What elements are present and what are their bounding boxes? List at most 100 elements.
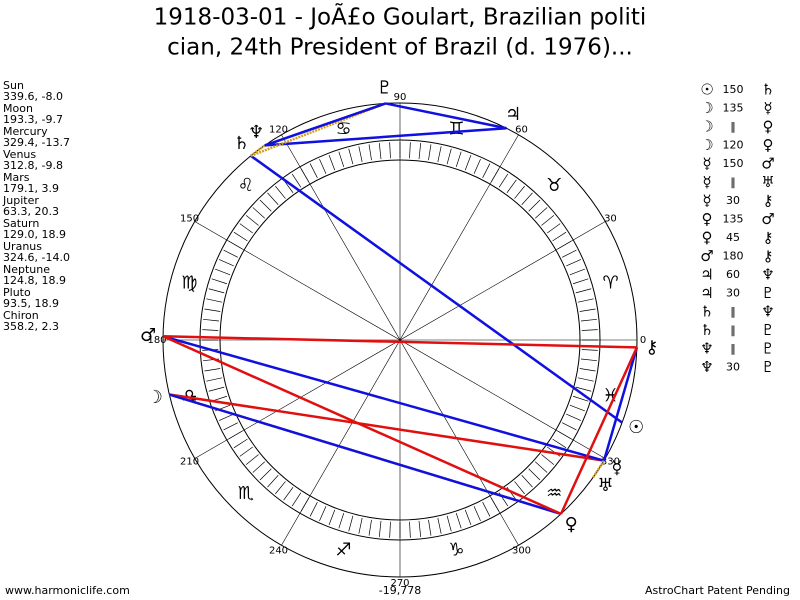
planet-glyph: ⚷: [645, 337, 658, 358]
hatch-tick: [528, 468, 541, 481]
degree-label: 300: [512, 545, 531, 556]
zodiac-sign: ♓: [603, 385, 619, 406]
planet-name: Neptune: [3, 263, 50, 276]
aspect-angle: 30: [726, 287, 740, 300]
aspect-line: [162, 335, 605, 462]
planet-glyph: ♄: [233, 133, 249, 154]
hatch-tick: [368, 519, 372, 536]
hatch-tick: [319, 158, 327, 174]
hatch-tick: [208, 288, 225, 294]
planet-coords: 63.3, 20.3: [3, 205, 59, 218]
degree-label: 150: [180, 214, 199, 225]
planet-coords: 124.8, 18.9: [3, 274, 66, 287]
aspect-to: ⚷: [763, 247, 774, 265]
hatch-tick: [514, 481, 525, 495]
planet-name: Mercury: [3, 125, 48, 138]
footer-number: -19,778: [379, 584, 421, 597]
hatch-tick: [233, 231, 248, 242]
aspect-angle: ‖: [730, 342, 736, 355]
hatch-tick: [378, 143, 382, 160]
aspect-from: ☉: [700, 81, 713, 99]
planet-glyph: ♇: [377, 77, 393, 98]
degree-label: 210: [180, 457, 199, 468]
degree-label: 240: [269, 545, 288, 556]
aspect-from: ☿: [702, 173, 711, 191]
hatch-tick: [239, 223, 253, 234]
hatch-tick: [267, 192, 279, 205]
hatch-tick: [328, 509, 336, 525]
hatch-tick: [575, 288, 592, 294]
hatch-tick: [215, 268, 231, 276]
planet-coords: 324.6, -14.0: [3, 251, 70, 264]
hatch-tick: [206, 298, 223, 303]
hatch-tick: [338, 512, 345, 529]
planet-coords: 193.3, -9.7: [3, 113, 63, 126]
planet-name: Sun: [3, 79, 24, 92]
aspect-angle: 180: [723, 250, 744, 263]
hatch-tick: [233, 438, 248, 449]
aspect-angle: ‖: [730, 324, 736, 337]
aspect-to: ♆: [761, 266, 774, 284]
aspect-line: [592, 459, 606, 478]
aspect-angle: ‖: [730, 305, 736, 318]
hatch-tick: [309, 502, 318, 517]
hatch-tick: [218, 413, 234, 421]
hatch-tick: [428, 519, 432, 536]
aspect-from: ☽: [700, 99, 713, 117]
planet-coords: 339.6, -8.0: [3, 90, 63, 103]
planet-glyph: ♂: [140, 325, 156, 346]
hatch-tick: [418, 143, 422, 160]
hatch-tick: [547, 223, 561, 234]
aspect-line: [162, 335, 562, 516]
hatch-tick: [239, 446, 253, 457]
zodiac-sign: ♏: [238, 483, 254, 504]
hatch-tick: [409, 521, 411, 538]
aspect-angle: 135: [723, 213, 744, 226]
degree-label: 60: [515, 125, 528, 136]
aspect-from: ♃: [700, 266, 713, 284]
aspect-from: ♀: [702, 210, 713, 228]
aspect-to: ⚷: [763, 192, 774, 210]
aspect-line: [385, 102, 507, 130]
aspect-from: ♄: [700, 321, 713, 339]
degree-label: 330: [601, 457, 620, 468]
aspect-to: ♅: [761, 173, 774, 191]
aspect-from: ♆: [700, 340, 713, 358]
aspect-angle: 45: [726, 231, 740, 244]
degree-label: 90: [394, 92, 407, 103]
hatch-tick: [208, 386, 225, 392]
spoke: [194, 221, 606, 459]
hatch-tick: [328, 155, 336, 171]
hatch-tick: [203, 318, 220, 322]
aspect-angle: 30: [726, 194, 740, 207]
planet-coords: 129.0, 18.9: [3, 228, 66, 241]
hatch-tick: [577, 377, 594, 382]
hatch-tick: [267, 475, 279, 488]
aspect-angle: 135: [723, 102, 744, 115]
hatch-tick: [514, 185, 525, 199]
aspect-angle: 150: [723, 83, 744, 96]
footer-site: www.harmoniclife.com: [5, 584, 130, 597]
hatch-tick: [552, 438, 567, 449]
hatch-tick: [541, 215, 555, 226]
aspect-line: [264, 102, 386, 147]
hatch-tick: [389, 142, 391, 159]
hatch-tick: [348, 148, 354, 165]
hatch-tick: [319, 506, 327, 522]
hatch-tick: [389, 521, 391, 538]
title-line: 1918-03-01 - JoÃ£o Goulart, Brazilian po…: [154, 3, 647, 31]
hatch-tick: [552, 231, 567, 242]
hatch-tick: [204, 368, 221, 372]
hatch-tick: [566, 259, 582, 267]
hatch-tick: [580, 318, 597, 322]
aspect-angle: 60: [726, 268, 740, 281]
aspect-to: ☿: [763, 99, 772, 117]
planet-name: Chiron: [3, 309, 39, 322]
planet-glyph: ☿: [611, 457, 622, 478]
footer-notice: AstroChart Patent Pending: [645, 584, 790, 597]
hatch-tick: [521, 192, 533, 205]
hatch-tick: [566, 413, 582, 421]
zodiac-sign: ♑: [448, 540, 464, 561]
aspect-from: ♂: [700, 247, 713, 265]
planet-glyph: ☽: [147, 387, 163, 408]
